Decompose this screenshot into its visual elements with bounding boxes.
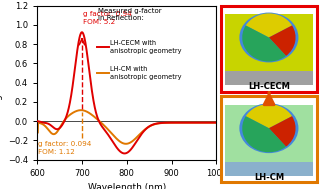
Text: LH-CM: LH-CM [254, 173, 284, 181]
Text: LH-CM with
anisotropic geometry: LH-CM with anisotropic geometry [110, 66, 182, 80]
Text: LH-CECM: LH-CECM [248, 82, 290, 91]
Y-axis label: g-factor: g-factor [0, 65, 3, 101]
Text: g factor: 0.94
FOM: 5.2: g factor: 0.94 FOM: 5.2 [83, 11, 132, 25]
Wedge shape [246, 13, 292, 37]
Text: Measured g-factor
in Reflection:: Measured g-factor in Reflection: [98, 8, 161, 21]
Ellipse shape [239, 12, 298, 62]
X-axis label: Wavelength (nm): Wavelength (nm) [88, 183, 166, 189]
Bar [225, 71, 313, 85]
Ellipse shape [239, 103, 298, 153]
Text: g factor: 0.094
FOM: 1.12: g factor: 0.094 FOM: 1.12 [38, 141, 92, 155]
Bar [225, 162, 313, 176]
Wedge shape [242, 26, 286, 62]
Text: LH-CECM with
anisotropic geometry: LH-CECM with anisotropic geometry [110, 40, 182, 54]
Wedge shape [246, 104, 292, 128]
Bar [225, 105, 313, 163]
Wedge shape [269, 26, 296, 56]
Wedge shape [242, 116, 286, 152]
Wedge shape [269, 116, 296, 147]
Bar [225, 14, 313, 73]
